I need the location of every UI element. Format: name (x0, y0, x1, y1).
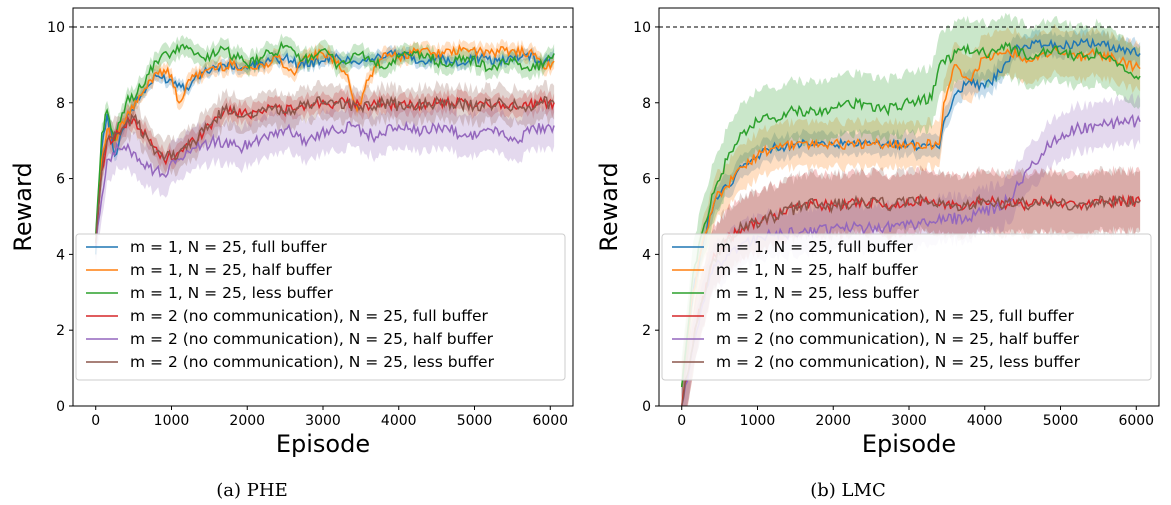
y-tick-label: 2 (642, 323, 651, 339)
legend-label-4: m = 2 (no communication), N = 25, full b… (716, 307, 1074, 325)
plot-area (680, 12, 1141, 406)
x-tick-label: 1000 (740, 413, 776, 429)
figure-caption: (a) PHE (216, 480, 287, 501)
legend-label-2: m = 1, N = 25, half buffer (130, 261, 333, 279)
chart-panel-lmc: 0 1000 2000 3000 4000 5000 6000 0 2 4 6 8 10 Episode R… (595, 7, 1160, 501)
plot-area (94, 33, 555, 268)
legend-label-1: m = 1, N = 25, full buffer (716, 238, 913, 256)
legend: m = 1, N = 25, full buffer m = 1, N = 25,… (75, 233, 566, 381)
y-tick-label: 0 (642, 399, 651, 415)
legend-label-1: m = 1, N = 25, full buffer (130, 238, 327, 256)
y-tick-label: 6 (642, 172, 651, 188)
x-tick-label: 3000 (891, 413, 927, 429)
series-line-6 (94, 95, 555, 244)
y-tick-label: 6 (56, 172, 65, 188)
chart-panel-phe: 0 1000 2000 3000 4000 5000 6000 0 2 4 6 8 10 Episode R… (9, 7, 574, 501)
legend-label-4: m = 2 (no communication), N = 25, full b… (130, 307, 488, 325)
x-tick-label: 2000 (229, 413, 265, 429)
x-axis-label: Episode (276, 430, 370, 458)
series-line-4 (680, 193, 1141, 406)
x-tick-label: 0 (91, 413, 100, 429)
series-line-6 (680, 193, 1141, 406)
y-axis-label: Reward (9, 162, 37, 251)
x-tick-label: 5000 (1043, 413, 1079, 429)
series-line-3 (94, 40, 555, 236)
legend-label-5: m = 2 (no communication), N = 25, half b… (130, 330, 494, 348)
legend-label-5: m = 2 (no communication), N = 25, half b… (716, 330, 1080, 348)
series-line-2 (94, 43, 555, 247)
series-line-3 (680, 41, 1141, 388)
y-tick-label: 0 (56, 399, 65, 415)
x-axis-label: Episode (862, 430, 956, 458)
y-tick-label: 4 (642, 247, 651, 263)
figure-caption: (b) LMC (810, 480, 885, 501)
x-tick-label: 4000 (967, 413, 1003, 429)
legend-label-6: m = 2 (no communication), N = 25, less b… (716, 353, 1081, 371)
legend-box (661, 233, 1152, 381)
series-band-6 (95, 79, 555, 261)
x-tick-label: 1000 (154, 413, 190, 429)
series-band-6 (681, 165, 1141, 406)
y-axis-label: Reward (595, 162, 623, 251)
series-band-4 (95, 88, 555, 253)
series-line-2 (680, 45, 1141, 388)
x-tick-label: 3000 (305, 413, 341, 429)
legend-label-3: m = 1, N = 25, less buffer (130, 284, 333, 302)
x-tick-label: 5000 (457, 413, 493, 429)
legend-box (75, 233, 566, 381)
y-tick-label: 10 (47, 20, 65, 36)
y-tick-label: 8 (642, 96, 651, 112)
x-tick-label: 4000 (381, 413, 417, 429)
series-line-5 (94, 120, 555, 247)
legend: m = 1, N = 25, full buffer m = 1, N = 25,… (661, 233, 1152, 381)
x-tick-label: 2000 (815, 413, 851, 429)
y-tick-label: 10 (633, 20, 651, 36)
x-tick-label: 6000 (532, 413, 568, 429)
legend-label-6: m = 2 (no communication), N = 25, less b… (130, 353, 495, 371)
y-tick-label: 2 (56, 323, 65, 339)
y-tick-label: 4 (56, 247, 65, 263)
series-band-4 (681, 165, 1141, 406)
legend-label-2: m = 1, N = 25, half buffer (716, 261, 919, 279)
series-band-2 (95, 38, 555, 255)
y-tick-label: 8 (56, 96, 65, 112)
x-tick-label: 6000 (1118, 413, 1154, 429)
x-tick-label: 0 (677, 413, 686, 429)
series-band-2 (681, 23, 1141, 406)
legend-label-3: m = 1, N = 25, less buffer (716, 284, 919, 302)
